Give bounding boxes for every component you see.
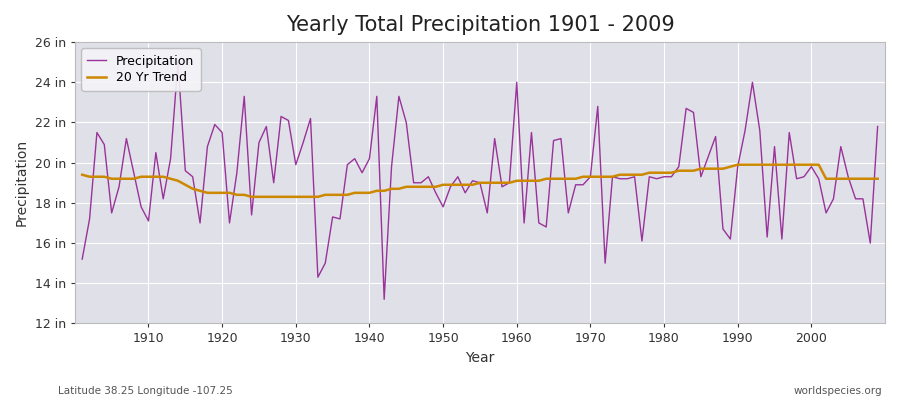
20 Yr Trend <box>76 172 87 177</box>
20 Yr Trend <box>872 176 883 181</box>
Legend: Precipitation, 20 Yr Trend: Precipitation, 20 Yr Trend <box>81 48 201 91</box>
Precipitation <box>305 116 316 121</box>
Precipitation <box>379 297 390 302</box>
20 Yr Trend <box>349 190 360 195</box>
20 Yr Trend <box>608 174 618 179</box>
Precipitation <box>349 156 360 161</box>
20 Yr Trend <box>518 178 529 183</box>
Precipitation <box>173 60 184 65</box>
Precipitation <box>136 204 147 209</box>
Precipitation <box>526 130 537 135</box>
X-axis label: Year: Year <box>465 351 495 365</box>
Precipitation <box>518 220 529 225</box>
Line: Precipitation: Precipitation <box>82 62 878 299</box>
20 Yr Trend <box>511 178 522 183</box>
Precipitation <box>872 124 883 129</box>
Text: worldspecies.org: worldspecies.org <box>794 386 882 396</box>
Title: Yearly Total Precipitation 1901 - 2009: Yearly Total Precipitation 1901 - 2009 <box>285 15 674 35</box>
Precipitation <box>615 176 626 181</box>
20 Yr Trend <box>247 194 257 199</box>
Line: 20 Yr Trend: 20 Yr Trend <box>82 165 878 197</box>
20 Yr Trend <box>305 194 316 199</box>
Text: Latitude 38.25 Longitude -107.25: Latitude 38.25 Longitude -107.25 <box>58 386 233 396</box>
20 Yr Trend <box>136 174 147 179</box>
Precipitation <box>76 257 87 262</box>
20 Yr Trend <box>733 162 743 167</box>
Y-axis label: Precipitation: Precipitation <box>15 139 29 226</box>
